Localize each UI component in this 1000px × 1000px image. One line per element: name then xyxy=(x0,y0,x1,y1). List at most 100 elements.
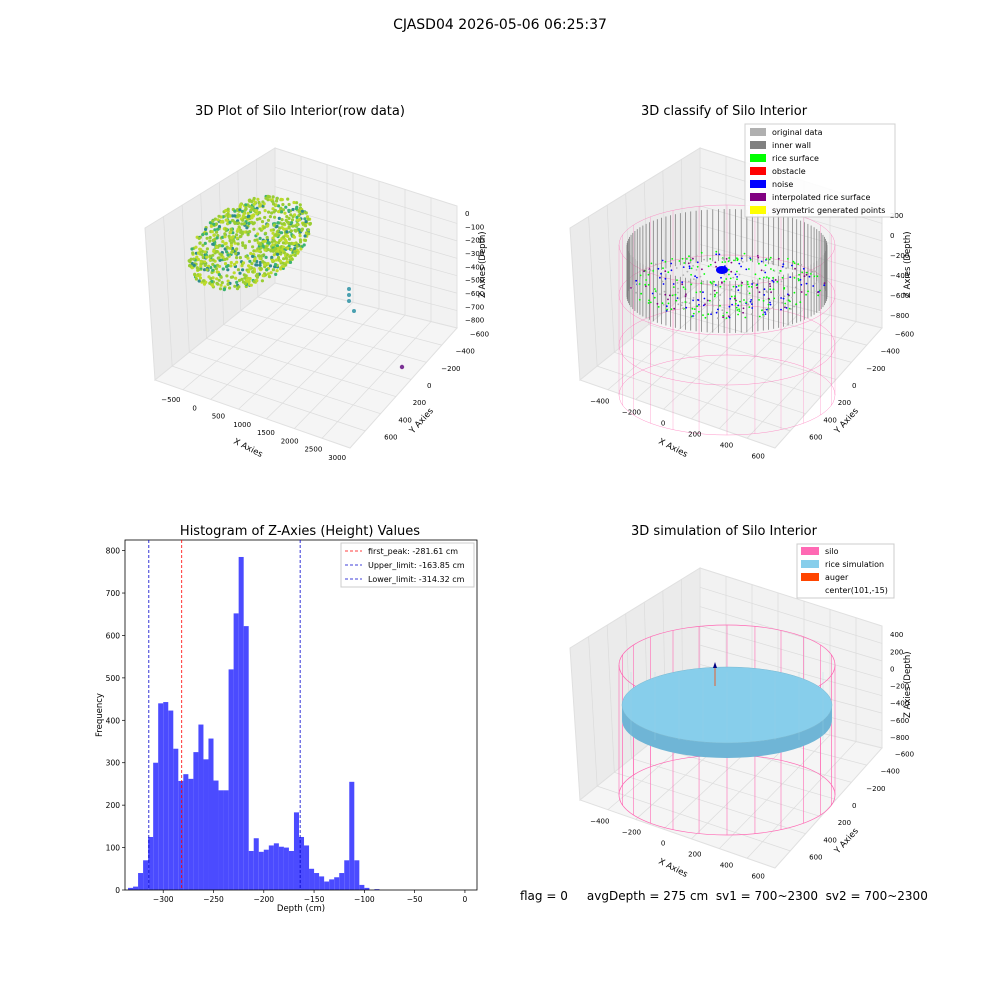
plot2-point xyxy=(760,269,763,272)
plot2-point xyxy=(792,260,795,263)
plot2-point xyxy=(670,308,673,311)
plot1-point xyxy=(217,273,221,277)
plot1-point xyxy=(295,244,299,248)
plot2-point xyxy=(782,263,785,265)
plot1-point xyxy=(244,254,248,259)
plot1-point xyxy=(223,235,227,239)
plot2-point xyxy=(664,277,667,280)
plot1-point xyxy=(258,236,262,240)
plot1-point xyxy=(213,217,217,221)
plot2-point xyxy=(709,281,712,284)
plot2-point xyxy=(715,311,718,314)
plot1-point xyxy=(290,221,294,225)
plot2-point xyxy=(781,276,784,279)
plot1-point xyxy=(223,247,227,251)
plot2-point xyxy=(739,300,741,303)
plot1-point xyxy=(266,272,270,276)
plot1-point xyxy=(211,258,215,262)
plot1-x-tick-label: 2500 xyxy=(304,446,322,454)
plot1-point xyxy=(215,230,219,234)
plot2-point xyxy=(805,293,807,296)
plot1-point xyxy=(284,239,288,243)
plot2-legend-label: original data xyxy=(772,128,823,137)
plot2-point xyxy=(795,303,798,305)
plot1-point xyxy=(214,245,219,249)
histogram-legend-label: Upper_limit: -163.85 cm xyxy=(368,561,465,570)
plot2-point xyxy=(745,268,748,271)
plot2-point xyxy=(778,272,781,274)
plot2-point xyxy=(681,283,684,286)
histogram-bar xyxy=(314,873,320,890)
plot1-point xyxy=(246,270,251,274)
plot2-y-tick-label: −200 xyxy=(866,365,885,373)
plot4-y-tick-label: −600 xyxy=(895,751,914,759)
plot2-point xyxy=(774,279,777,281)
plot2-point xyxy=(772,277,774,279)
plot2-grid xyxy=(635,295,753,400)
plot2-point xyxy=(770,268,772,270)
plot4-surface xyxy=(618,624,836,836)
plot2-x-tick-label: −200 xyxy=(622,409,641,417)
histogram-bar xyxy=(258,851,264,890)
plot2-point xyxy=(649,269,651,272)
plot1-point xyxy=(241,218,245,222)
plot1-outlier-point xyxy=(347,287,351,291)
plot1-point xyxy=(275,269,279,273)
plot1-point xyxy=(222,287,227,291)
plot1-point xyxy=(266,224,270,228)
histogram-bar xyxy=(233,613,239,890)
plot1-point xyxy=(285,260,289,264)
plot2-point xyxy=(771,260,773,263)
plot2-point xyxy=(736,270,738,273)
plot1-grid xyxy=(274,186,458,242)
plot2-point xyxy=(763,269,765,272)
histogram-bar xyxy=(243,626,249,890)
plot1-point xyxy=(203,263,207,267)
histogram-ylabel: Frequency xyxy=(95,693,105,737)
plot4-xlabel: X Axies xyxy=(657,857,690,880)
plot1-point xyxy=(284,263,288,267)
plot2-point xyxy=(802,267,805,270)
plot1-z-tick-label: −200 xyxy=(465,237,484,245)
plot1-point xyxy=(263,248,267,252)
histogram-y-tick-label: 300 xyxy=(106,759,121,768)
histogram-bar xyxy=(248,850,254,890)
plot1-point xyxy=(233,209,237,213)
plot1-x-tick-label: 1000 xyxy=(233,421,251,429)
plot2-legend-swatch xyxy=(750,180,766,188)
plot1-point xyxy=(215,277,219,281)
plot2-point xyxy=(771,279,774,282)
plot2-point xyxy=(671,258,674,260)
plot2-point xyxy=(693,308,696,310)
plot1-point xyxy=(239,203,243,207)
plot2-silo-ring xyxy=(618,254,836,336)
plot2-point xyxy=(777,257,780,260)
plot2-grid xyxy=(746,321,857,439)
plot2-point xyxy=(721,258,724,260)
plot1-point xyxy=(279,206,283,210)
plot2-point xyxy=(751,283,753,285)
plot2-grid xyxy=(607,289,727,390)
plot1-point xyxy=(236,242,240,246)
histogram-x-tick-label: −250 xyxy=(203,895,224,904)
plot1-y-tick-label: −600 xyxy=(470,331,489,339)
plot1-point xyxy=(261,274,265,278)
plot1-point xyxy=(253,200,257,204)
plot2-point xyxy=(734,295,736,298)
plot2-point xyxy=(749,258,752,261)
plot2-point xyxy=(771,262,774,265)
plot2-point xyxy=(695,254,698,257)
plot2-x-tick-label: −400 xyxy=(590,398,609,406)
plot2-point xyxy=(740,284,743,287)
plot2-point xyxy=(751,300,754,303)
plot1-point xyxy=(190,247,194,251)
plot1-point xyxy=(198,273,202,277)
plot1-point xyxy=(304,220,308,224)
plot1-point xyxy=(199,260,203,264)
plot1-outlier-point xyxy=(352,309,356,313)
plot2-silo-ring xyxy=(618,354,836,436)
plot1-point xyxy=(223,242,227,246)
plot2-point xyxy=(769,256,772,259)
plot1-point xyxy=(274,272,278,276)
plot2-legend-swatch xyxy=(750,128,766,136)
